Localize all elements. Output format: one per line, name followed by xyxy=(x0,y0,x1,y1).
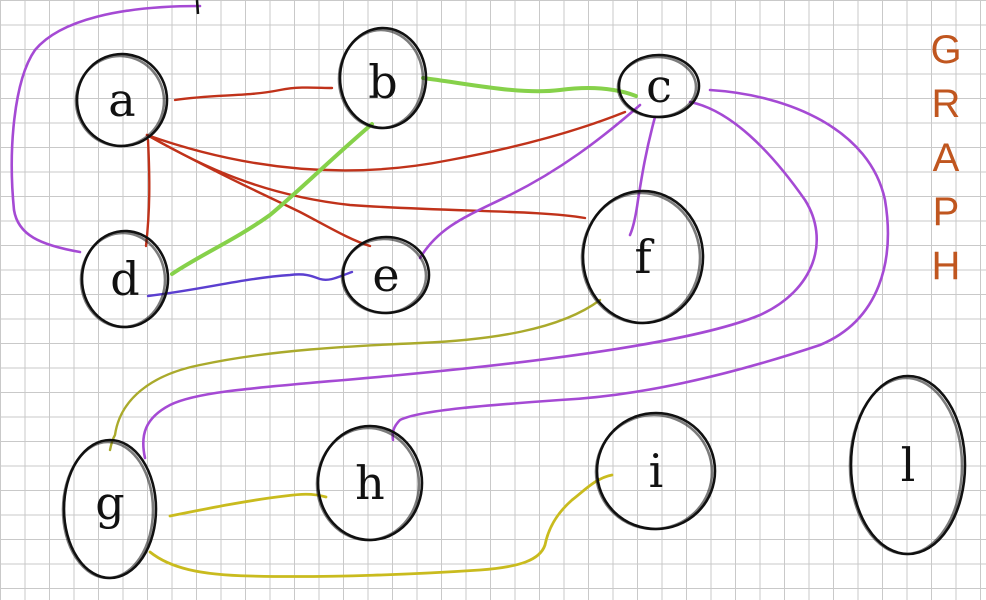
edge-a-d xyxy=(144,138,151,248)
node-h: h xyxy=(315,424,424,542)
edge-c-g xyxy=(141,100,819,460)
node-g-label: g xyxy=(95,476,124,530)
node-f-label: f xyxy=(634,230,654,284)
edge-a-c xyxy=(145,110,627,172)
edge-f-g xyxy=(108,298,602,452)
edge-a-b xyxy=(173,86,334,102)
node-l-label: l xyxy=(901,438,916,492)
node-c-outline xyxy=(616,55,698,119)
edge-c-f xyxy=(628,115,657,237)
edge-b-d xyxy=(170,122,374,276)
edge-c-h xyxy=(391,88,890,442)
node-c-label: c xyxy=(646,59,672,113)
node-i-outline xyxy=(594,413,714,531)
title-letter-g: G xyxy=(930,28,961,72)
node-d-outline xyxy=(79,231,167,329)
node-b-outline xyxy=(337,28,425,130)
node-e-outline xyxy=(340,237,428,315)
node-h-label: h xyxy=(355,456,385,510)
node-a-label: a xyxy=(108,73,135,127)
title-letter-h: H xyxy=(932,244,961,288)
node-b: b xyxy=(337,26,428,130)
edge-d-e xyxy=(146,270,354,298)
edge-a-e xyxy=(145,133,372,248)
node-f-outline xyxy=(580,191,702,325)
edge-c-e xyxy=(418,103,642,260)
title-letter-a: A xyxy=(933,136,960,180)
node-e: e xyxy=(340,235,431,315)
node-f: f xyxy=(580,189,705,325)
node-i: i xyxy=(594,411,717,531)
pen-mark xyxy=(195,0,200,15)
node-e-label: e xyxy=(372,248,399,302)
edge-g-h xyxy=(168,492,328,518)
edges-layer xyxy=(10,0,890,578)
node-g: g xyxy=(61,438,158,580)
node-g-outline xyxy=(61,440,155,580)
node-l-outline xyxy=(848,376,964,556)
edge-a-f xyxy=(145,133,587,220)
node-b-label: b xyxy=(368,55,397,109)
edge-g-i xyxy=(148,473,614,578)
title-letter-p: P xyxy=(933,190,960,234)
node-a-outline xyxy=(74,54,166,148)
node-h-outline xyxy=(315,426,421,542)
node-d-label: d xyxy=(110,252,139,306)
node-l: l xyxy=(848,374,967,556)
edge-c-d xyxy=(10,4,202,254)
node-d: d xyxy=(79,229,170,329)
node-a: a xyxy=(74,52,169,148)
title-letter-r: R xyxy=(932,82,961,126)
edge-b-c xyxy=(421,76,638,98)
nodes-layer: a b c d e f g h i l xyxy=(61,26,967,580)
node-c: c xyxy=(616,53,701,119)
node-i-label: i xyxy=(649,444,664,498)
